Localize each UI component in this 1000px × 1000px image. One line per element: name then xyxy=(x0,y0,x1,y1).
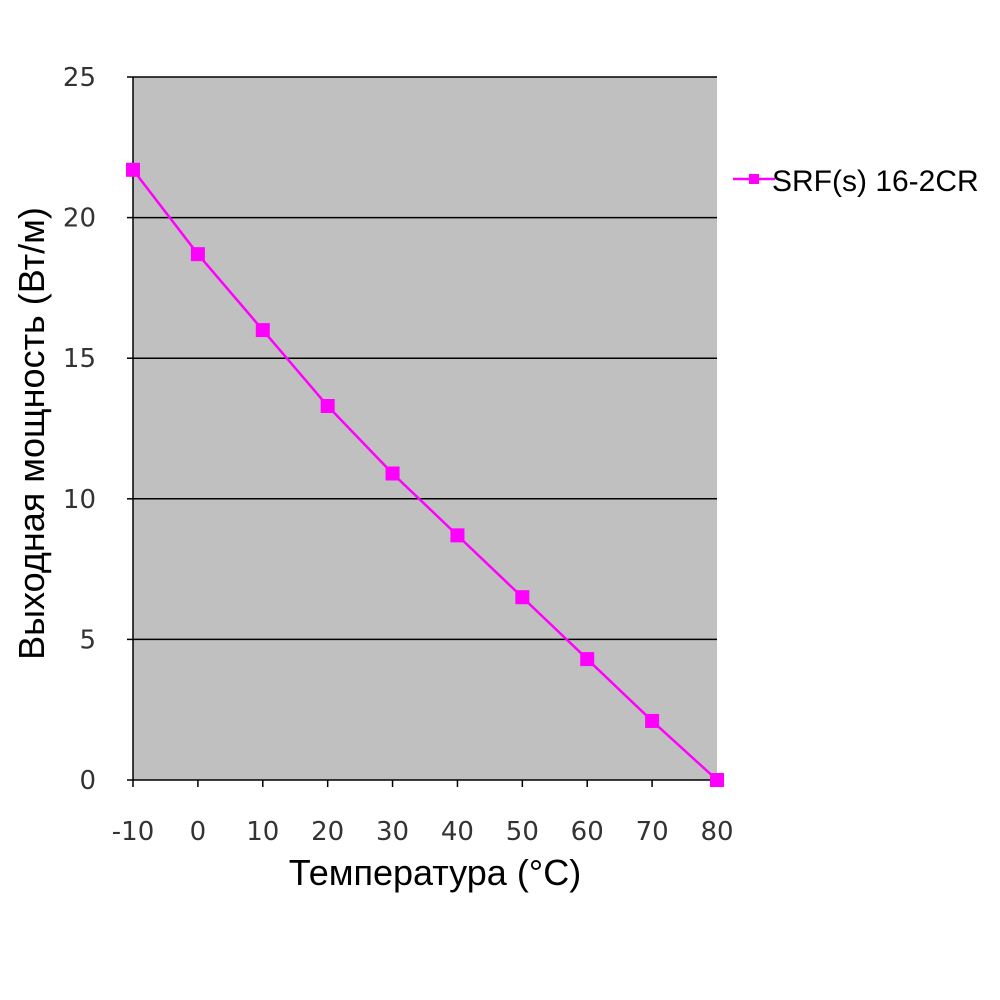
x-tick-label: 20 xyxy=(311,817,344,847)
x-tick-label: 10 xyxy=(246,817,279,847)
x-tick-label: 30 xyxy=(376,817,409,847)
y-tick-label: 20 xyxy=(63,204,96,234)
data-point-marker xyxy=(580,652,595,667)
y-tick-label: 25 xyxy=(63,63,96,93)
data-point-marker xyxy=(450,528,465,543)
legend-series-label: SRF(s) 16-2CR xyxy=(772,165,979,198)
data-point-marker xyxy=(320,399,335,414)
legend: SRF(s) 16-2CR xyxy=(733,165,979,198)
x-axis-title: Температура (°C) xyxy=(289,852,581,893)
y-tick-label: 0 xyxy=(79,766,96,796)
data-point-marker xyxy=(515,590,530,605)
y-tick-label: 10 xyxy=(63,485,96,515)
y-axis-title: Выходная мощность (Вт/м) xyxy=(11,207,52,660)
legend-series-marker xyxy=(749,174,759,184)
x-tick-label: 0 xyxy=(190,817,207,847)
data-point-marker xyxy=(255,323,270,338)
data-point-marker xyxy=(645,713,660,728)
data-point-marker xyxy=(710,773,724,787)
plot-area xyxy=(133,77,717,780)
data-point-marker xyxy=(385,466,400,481)
x-tick-label: 70 xyxy=(636,817,669,847)
x-tick-label: 80 xyxy=(700,817,733,847)
y-tick-label: 15 xyxy=(63,344,96,374)
x-tick-label: 60 xyxy=(571,817,604,847)
series-line xyxy=(132,169,718,781)
x-tick-label: 50 xyxy=(506,817,539,847)
x-tick-label: -10 xyxy=(112,817,154,847)
data-point-marker xyxy=(190,247,205,262)
x-tick-label: 40 xyxy=(441,817,474,847)
data-point-marker xyxy=(126,162,140,177)
y-tick-label: 5 xyxy=(79,625,96,655)
